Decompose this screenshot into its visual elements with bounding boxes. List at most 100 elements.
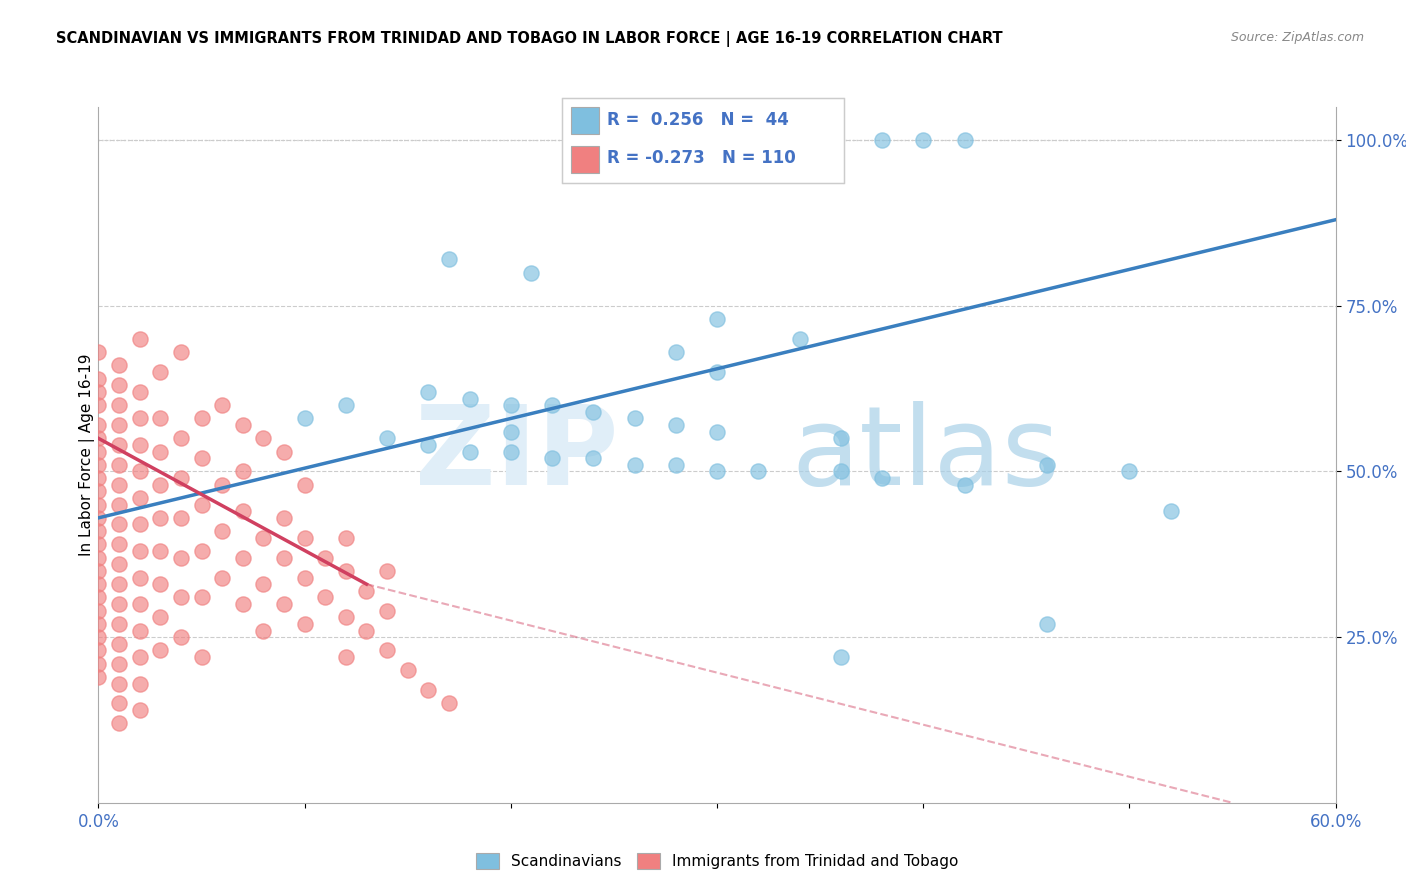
Point bbox=[190, 544, 212, 558]
Point bbox=[128, 491, 150, 505]
Point bbox=[273, 511, 295, 525]
Point bbox=[87, 550, 110, 565]
Point bbox=[870, 471, 893, 485]
Point bbox=[252, 624, 274, 638]
Point bbox=[108, 697, 131, 711]
Point bbox=[128, 465, 150, 479]
Point bbox=[665, 458, 688, 472]
Point bbox=[108, 537, 131, 551]
Point bbox=[87, 418, 110, 433]
Point bbox=[252, 577, 274, 591]
Point bbox=[582, 405, 605, 419]
Point bbox=[273, 444, 295, 458]
Point bbox=[108, 359, 131, 373]
Point bbox=[128, 544, 150, 558]
Text: R = -0.273   N = 110: R = -0.273 N = 110 bbox=[607, 149, 796, 167]
Point bbox=[128, 570, 150, 584]
Point bbox=[149, 577, 172, 591]
Point bbox=[335, 564, 357, 578]
Point bbox=[128, 650, 150, 665]
Point bbox=[375, 604, 398, 618]
Point bbox=[706, 312, 728, 326]
Point bbox=[87, 484, 110, 499]
Point bbox=[953, 477, 976, 491]
Point bbox=[190, 650, 212, 665]
Point bbox=[375, 643, 398, 657]
Point bbox=[128, 411, 150, 425]
Point bbox=[149, 477, 172, 491]
Point bbox=[87, 458, 110, 472]
Point bbox=[706, 365, 728, 379]
Point bbox=[706, 425, 728, 439]
Point bbox=[830, 465, 852, 479]
Point bbox=[232, 597, 254, 611]
Point bbox=[232, 465, 254, 479]
Point bbox=[582, 451, 605, 466]
Point bbox=[149, 511, 172, 525]
Y-axis label: In Labor Force | Age 16-19: In Labor Force | Age 16-19 bbox=[79, 353, 96, 557]
Point bbox=[87, 657, 110, 671]
Point bbox=[273, 597, 295, 611]
Point bbox=[128, 676, 150, 690]
Point bbox=[335, 531, 357, 545]
Point bbox=[335, 650, 357, 665]
Point bbox=[87, 643, 110, 657]
Point bbox=[232, 418, 254, 433]
Point bbox=[108, 657, 131, 671]
Point bbox=[314, 550, 336, 565]
Point bbox=[706, 465, 728, 479]
Point bbox=[87, 591, 110, 605]
Point bbox=[499, 425, 522, 439]
Point bbox=[87, 537, 110, 551]
Point bbox=[1036, 458, 1059, 472]
Point bbox=[108, 418, 131, 433]
Point bbox=[252, 431, 274, 445]
Point bbox=[87, 498, 110, 512]
Point bbox=[335, 398, 357, 412]
Point bbox=[437, 697, 460, 711]
Point bbox=[1160, 504, 1182, 518]
Point bbox=[375, 431, 398, 445]
Point bbox=[437, 252, 460, 267]
Point bbox=[870, 133, 893, 147]
Point bbox=[190, 498, 212, 512]
Point bbox=[644, 133, 666, 147]
Point bbox=[335, 610, 357, 624]
Text: Source: ZipAtlas.com: Source: ZipAtlas.com bbox=[1230, 31, 1364, 45]
Point bbox=[108, 637, 131, 651]
Point bbox=[170, 471, 193, 485]
Point bbox=[252, 531, 274, 545]
Bar bbox=[571, 107, 599, 134]
Point bbox=[170, 550, 193, 565]
Point bbox=[458, 444, 481, 458]
Point bbox=[294, 570, 316, 584]
Point bbox=[87, 670, 110, 684]
Point bbox=[294, 411, 316, 425]
Point bbox=[665, 345, 688, 359]
Point bbox=[789, 332, 811, 346]
Point bbox=[541, 398, 564, 412]
Point bbox=[108, 398, 131, 412]
Point bbox=[128, 517, 150, 532]
Point bbox=[273, 550, 295, 565]
Point bbox=[294, 477, 316, 491]
Point bbox=[211, 398, 233, 412]
Point bbox=[128, 332, 150, 346]
Text: atlas: atlas bbox=[792, 401, 1060, 508]
Point bbox=[747, 133, 769, 147]
Point bbox=[190, 591, 212, 605]
Point bbox=[418, 438, 440, 452]
Point bbox=[912, 133, 935, 147]
Point bbox=[87, 431, 110, 445]
Point bbox=[808, 133, 831, 147]
Point bbox=[87, 604, 110, 618]
Point bbox=[418, 683, 440, 698]
Point bbox=[87, 564, 110, 578]
Point bbox=[623, 411, 645, 425]
Point bbox=[499, 444, 522, 458]
Point bbox=[108, 378, 131, 392]
Point bbox=[87, 384, 110, 399]
Point bbox=[1118, 465, 1140, 479]
Point bbox=[149, 444, 172, 458]
Point bbox=[170, 431, 193, 445]
